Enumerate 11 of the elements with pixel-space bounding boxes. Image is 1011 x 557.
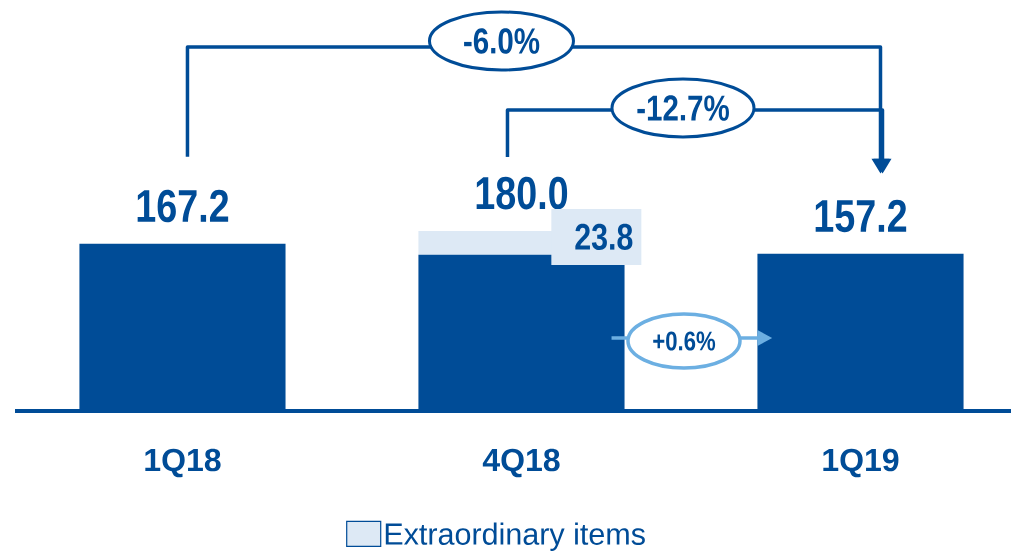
annotation: +0.6% <box>653 331 716 351</box>
x-tick-label: 1Q19 <box>823 448 899 478</box>
data-label: 157.2 <box>815 199 907 233</box>
text: -12.7% <box>637 95 729 121</box>
x-tick-label: 1Q18 <box>145 448 221 478</box>
data-label: 167.2 <box>137 189 229 223</box>
legend-label: Extraordinary items <box>385 522 645 551</box>
data-label: 23.8 <box>575 223 633 251</box>
x-tick-label: 4Q18 <box>482 448 560 478</box>
text: -6.0% <box>464 28 540 54</box>
total-label: 180.0 <box>476 176 568 210</box>
